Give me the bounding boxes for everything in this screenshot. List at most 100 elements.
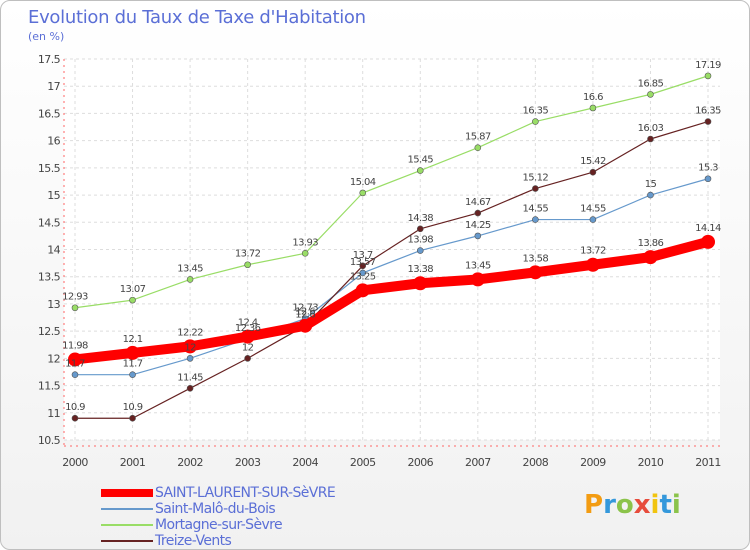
x-tick-label: 2002 bbox=[177, 456, 203, 469]
data-label: 12.4 bbox=[238, 318, 258, 329]
series-line bbox=[74, 75, 709, 309]
data-label: 15 bbox=[645, 179, 657, 190]
y-tick-label: 11 bbox=[47, 407, 60, 420]
x-tick-label: 2005 bbox=[350, 456, 376, 469]
data-label: 15.12 bbox=[523, 173, 549, 184]
data-label: 14.55 bbox=[523, 204, 549, 215]
y-tick-label: 17 bbox=[47, 80, 60, 93]
data-label: 17.19 bbox=[695, 60, 721, 71]
data-point bbox=[68, 352, 82, 367]
data-label: 13.72 bbox=[580, 246, 606, 257]
legend-label: Treize-Vents bbox=[155, 533, 232, 549]
data-point bbox=[532, 216, 539, 223]
data-label: 13.38 bbox=[407, 264, 433, 275]
chart-title: Evolution du Taux de Taxe d'Habitation bbox=[28, 7, 366, 28]
data-point bbox=[585, 257, 600, 272]
x-tick-label: 2008 bbox=[523, 456, 549, 469]
data-label: 13.7 bbox=[353, 250, 373, 261]
legend-label: SAINT-LAURENT-SUR-SèVRE bbox=[155, 485, 336, 501]
data-label: 14.25 bbox=[465, 220, 491, 231]
y-tick-label: 14.5 bbox=[38, 216, 61, 229]
data-point bbox=[532, 118, 539, 125]
legend-swatch bbox=[101, 508, 153, 510]
data-label: 15.3 bbox=[698, 163, 718, 174]
y-tick-label: 14 bbox=[47, 244, 60, 257]
data-label: 10.9 bbox=[123, 402, 143, 413]
x-tick-label: 2003 bbox=[235, 456, 261, 469]
y-tick-label: 13.5 bbox=[38, 271, 61, 284]
data-label: 13.45 bbox=[465, 260, 491, 271]
data-point bbox=[186, 355, 194, 362]
data-label: 13.45 bbox=[177, 263, 203, 274]
data-label: 15.42 bbox=[580, 156, 606, 167]
data-label: 13.72 bbox=[235, 249, 261, 260]
y-tick-label: 15 bbox=[47, 189, 60, 202]
data-label: 13.86 bbox=[638, 238, 664, 249]
data-point bbox=[474, 232, 482, 240]
data-point bbox=[240, 329, 255, 344]
data-point bbox=[298, 318, 313, 333]
y-tick-label: 16.5 bbox=[38, 107, 61, 120]
data-label: 12.73 bbox=[292, 303, 318, 314]
data-point bbox=[183, 339, 198, 354]
legend-swatch bbox=[101, 489, 153, 497]
data-point bbox=[71, 304, 79, 312]
chart-subtitle: (en %) bbox=[28, 30, 65, 43]
data-label: 11.7 bbox=[123, 359, 143, 370]
data-point bbox=[416, 225, 424, 233]
data-point bbox=[589, 104, 597, 112]
y-tick-label: 17.5 bbox=[38, 53, 61, 66]
data-label: 16.6 bbox=[583, 92, 603, 103]
data-point bbox=[416, 167, 424, 174]
data-label: 14.55 bbox=[580, 204, 606, 215]
y-tick-label: 10.5 bbox=[38, 434, 61, 447]
data-label: 11.98 bbox=[62, 340, 88, 351]
data-label: 11.7 bbox=[65, 359, 85, 370]
x-tick-label: 2007 bbox=[465, 456, 491, 469]
series-line bbox=[74, 120, 709, 419]
data-label: 12 bbox=[184, 342, 196, 353]
data-point bbox=[470, 272, 485, 287]
legend-swatch bbox=[101, 524, 153, 526]
x-tick-label: 2001 bbox=[120, 456, 146, 469]
data-label: 12.93 bbox=[62, 292, 88, 303]
legend-label: Saint-Malô-du-Bois bbox=[155, 501, 276, 517]
proxiti-logo: Proxiti bbox=[584, 490, 681, 520]
data-label: 13.93 bbox=[292, 237, 318, 248]
data-label: 13.25 bbox=[350, 271, 376, 282]
data-point bbox=[532, 185, 539, 192]
data-label: 12.1 bbox=[123, 334, 143, 345]
logo-letter: o bbox=[615, 490, 634, 520]
data-point bbox=[71, 414, 79, 422]
data-point bbox=[528, 265, 543, 280]
data-point bbox=[701, 234, 715, 249]
data-label: 12.36 bbox=[235, 323, 261, 334]
data-label: 15.04 bbox=[350, 177, 376, 188]
data-point bbox=[474, 209, 482, 217]
x-tick-label: 2004 bbox=[292, 456, 318, 469]
data-label: 16.35 bbox=[695, 106, 721, 117]
data-point bbox=[704, 118, 712, 125]
data-label: 13.57 bbox=[350, 257, 376, 268]
y-tick-label: 16 bbox=[47, 135, 60, 148]
data-point bbox=[647, 135, 654, 143]
data-point bbox=[643, 250, 658, 265]
y-tick-label: 15.5 bbox=[38, 162, 61, 175]
series-line bbox=[70, 236, 713, 365]
data-label: 12 bbox=[242, 342, 254, 353]
y-tick-label: 12.5 bbox=[38, 325, 61, 338]
data-point bbox=[125, 345, 140, 360]
x-tick-label: 2009 bbox=[580, 456, 606, 469]
data-label: 16.85 bbox=[638, 78, 664, 89]
data-label: 11.45 bbox=[177, 372, 203, 383]
data-point bbox=[129, 296, 136, 304]
data-label: 12.6 bbox=[295, 310, 315, 321]
logo-letter: i bbox=[650, 490, 660, 520]
data-point bbox=[359, 269, 367, 277]
legend-swatch bbox=[101, 540, 153, 542]
logo-letter: r bbox=[603, 490, 616, 520]
data-label: 15.87 bbox=[465, 132, 491, 143]
data-label: 14.14 bbox=[695, 223, 721, 234]
data-point bbox=[474, 144, 482, 152]
